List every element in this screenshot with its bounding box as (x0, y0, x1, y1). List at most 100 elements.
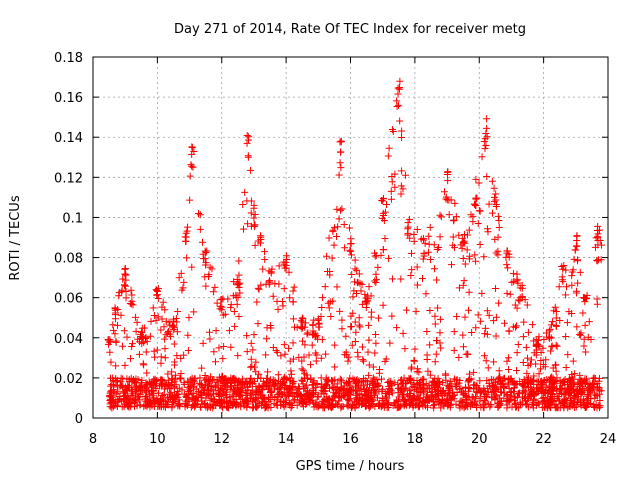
data-point (399, 380, 407, 388)
data-point (338, 378, 346, 386)
data-point (489, 376, 497, 384)
data-point (201, 386, 209, 394)
data-point (319, 294, 327, 302)
data-point (190, 147, 198, 155)
data-point (180, 278, 188, 286)
data-point (539, 361, 547, 369)
data-point (345, 386, 353, 394)
data-point (206, 396, 214, 404)
data-point (345, 397, 353, 405)
data-point (184, 346, 192, 354)
data-point (490, 358, 498, 366)
data-point (159, 397, 167, 405)
data-point (383, 394, 391, 402)
data-point (381, 357, 389, 365)
data-point (314, 393, 322, 401)
data-point (273, 396, 281, 404)
data-point (433, 245, 441, 253)
data-point (574, 257, 582, 265)
data-point (399, 185, 407, 193)
data-point (542, 356, 550, 364)
data-point (247, 355, 255, 363)
tick-labels: 8 10 12 14 16 18 20 22 24 0 0.02 0.04 0.06 0.08 0.1 0.1… (54, 51, 616, 447)
data-point (552, 322, 560, 330)
data-point (333, 233, 341, 241)
data-point (585, 392, 593, 400)
data-point (263, 335, 271, 343)
data-point (449, 233, 457, 241)
data-point (362, 388, 370, 396)
data-point (378, 214, 386, 222)
data-point (174, 402, 182, 410)
data-point (109, 321, 117, 329)
data-point (459, 331, 467, 339)
data-point (290, 392, 298, 400)
y-tick-label: 0.06 (54, 292, 83, 307)
data-point (553, 374, 561, 382)
data-point (217, 302, 225, 310)
data-point (200, 376, 208, 384)
data-point (361, 394, 369, 402)
grid-lines (93, 57, 608, 418)
data-point (337, 148, 345, 156)
data-point (514, 340, 522, 348)
data-point (397, 182, 405, 190)
data-point (450, 395, 458, 403)
data-point (227, 343, 235, 351)
data-point (158, 315, 166, 323)
data-point (210, 402, 218, 410)
data-point (490, 387, 498, 395)
data-point (582, 348, 590, 356)
data-point (589, 374, 597, 382)
data-point (128, 340, 136, 348)
data-point (395, 385, 403, 393)
data-point (442, 370, 450, 378)
data-point (500, 383, 508, 391)
data-point (396, 403, 404, 411)
data-point (472, 195, 480, 203)
data-point (410, 230, 418, 238)
data-point (250, 214, 258, 222)
data-point (211, 358, 219, 366)
data-point (385, 384, 393, 392)
data-point (277, 352, 285, 360)
data-point (267, 324, 275, 332)
data-point (540, 403, 548, 411)
data-point (354, 278, 362, 286)
data-point (414, 387, 422, 395)
data-point (472, 175, 480, 183)
data-point (476, 377, 484, 385)
data-point (182, 400, 190, 408)
data-point (552, 307, 560, 315)
data-point (263, 381, 271, 389)
data-point (587, 382, 595, 390)
data-point (219, 372, 227, 380)
data-point (476, 241, 484, 249)
data-point (267, 269, 275, 277)
data-point (258, 393, 266, 401)
data-point (472, 257, 480, 265)
data-point (132, 396, 140, 404)
data-point (435, 244, 443, 252)
data-point (295, 385, 303, 393)
data-point (460, 277, 468, 285)
data-point (315, 319, 323, 327)
data-point (397, 275, 405, 283)
data-point (304, 375, 312, 383)
data-point (248, 389, 256, 397)
data-point (157, 353, 165, 361)
data-point (353, 266, 361, 274)
data-point (442, 376, 450, 384)
data-point (329, 226, 337, 234)
data-point (470, 368, 478, 376)
data-point (520, 375, 528, 383)
data-point (577, 329, 585, 337)
data-point (542, 382, 550, 390)
data-point (504, 391, 512, 399)
data-point (325, 304, 333, 312)
x-tick-label: 8 (89, 432, 97, 447)
data-point (168, 404, 176, 412)
data-point (261, 248, 269, 256)
data-point (259, 265, 267, 273)
data-point (548, 318, 556, 326)
